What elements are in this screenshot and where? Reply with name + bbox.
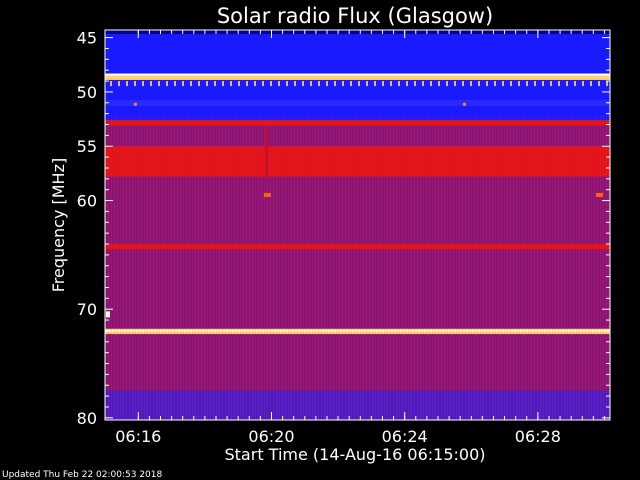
comb-mark — [182, 81, 184, 87]
comb-mark — [366, 81, 368, 87]
comb-mark — [518, 81, 520, 87]
y-tick-label: 80 — [77, 409, 97, 428]
spot-3 — [133, 102, 137, 106]
comb-mark — [446, 81, 448, 87]
comb-mark — [174, 81, 176, 87]
comb-mark — [254, 81, 256, 87]
band-top-dark — [105, 30, 610, 34]
y-tick-label: 70 — [77, 300, 97, 319]
comb-mark — [470, 81, 472, 87]
comb-mark — [398, 81, 400, 87]
comb-mark — [358, 81, 360, 87]
comb-mark — [566, 81, 568, 87]
x-tick-labels: 06:16 06:20 06:24 06:28 — [115, 427, 561, 446]
comb-mark — [246, 81, 248, 87]
comb-mark — [206, 81, 208, 87]
y-tick-labels: 45 50 55 60 70 80 — [77, 29, 97, 428]
comb-mark — [494, 81, 496, 87]
spot-4 — [462, 102, 466, 106]
comb-mark — [382, 81, 384, 87]
burst-spot-1 — [263, 192, 271, 197]
vertical-burst — [264, 125, 268, 179]
y-tick-label: 50 — [77, 83, 97, 102]
burst-spot-2 — [596, 192, 603, 197]
comb-mark — [390, 81, 392, 87]
comb-mark — [190, 81, 192, 87]
comb-mark — [302, 81, 304, 87]
comb-mark — [334, 81, 336, 87]
comb-mark — [142, 81, 144, 87]
x-tick-label: 06:20 — [248, 427, 294, 446]
updated-footer: Updated Thu Feb 22 02:00:53 2018 — [2, 470, 163, 480]
plot-frame — [104, 29, 611, 421]
x-tick-label: 06:24 — [382, 427, 428, 446]
comb-mark — [486, 81, 488, 87]
comb-mark — [286, 81, 288, 87]
comb-mark — [238, 81, 240, 87]
comb-mark — [590, 81, 592, 87]
comb-mark — [110, 81, 112, 87]
comb-mark — [310, 81, 312, 87]
comb-mark — [166, 81, 168, 87]
x-axis-label: Start Time (14-Aug-16 06:15:00) — [225, 445, 486, 464]
comb-mark — [294, 81, 296, 87]
comb-mark — [438, 81, 440, 87]
comb-mark — [126, 81, 128, 87]
comb-mark — [582, 81, 584, 87]
chart-title: Solar radio Flux (Glasgow) — [217, 4, 493, 28]
comb-mark — [558, 81, 560, 87]
band-0 — [105, 30, 610, 75]
comb-mark — [534, 81, 536, 87]
comb-mark — [150, 81, 152, 87]
x-tick-label: 06:16 — [115, 427, 161, 446]
comb-mark — [198, 81, 200, 87]
comb-mark — [342, 81, 344, 87]
comb-mark — [510, 81, 512, 87]
y-tick-label: 45 — [77, 29, 97, 48]
band-blue-mid — [105, 99, 610, 106]
plot-area — [105, 30, 610, 420]
band-1-core — [105, 73, 610, 76]
time-stripes — [105, 115, 610, 420]
comb-mark — [262, 81, 264, 87]
comb-mark — [478, 81, 480, 87]
interference-markers — [106, 81, 608, 318]
comb-mark — [502, 81, 504, 87]
comb-mark — [598, 81, 600, 87]
comb-mark — [350, 81, 352, 87]
comb-mark — [270, 81, 272, 87]
y-axis-label: Frequency [MHz] — [49, 158, 68, 292]
comb-mark — [422, 81, 424, 87]
comb-mark — [222, 81, 224, 87]
comb-mark — [326, 81, 328, 87]
comb-mark — [214, 81, 216, 87]
comb-mark — [230, 81, 232, 87]
comb-mark — [278, 81, 280, 87]
comb-mark — [550, 81, 552, 87]
comb-mark — [414, 81, 416, 87]
comb-mark — [542, 81, 544, 87]
comb-mark — [318, 81, 320, 87]
comb-mark — [134, 81, 136, 87]
comb-mark — [374, 81, 376, 87]
comb-mark — [462, 81, 464, 87]
x-tick-label: 06:28 — [515, 427, 561, 446]
comb-mark — [574, 81, 576, 87]
comb-mark — [454, 81, 456, 87]
comb-mark — [606, 81, 608, 87]
y-tick-label: 55 — [77, 137, 97, 156]
axes — [104, 29, 611, 421]
comb-mark — [526, 81, 528, 87]
band-1 — [105, 74, 610, 80]
comb-mark — [406, 81, 408, 87]
comb-mark — [118, 81, 120, 87]
comb-mark — [158, 81, 160, 87]
edge-spot — [106, 311, 110, 318]
y-tick-label: 60 — [77, 192, 97, 211]
comb-mark — [430, 81, 432, 87]
